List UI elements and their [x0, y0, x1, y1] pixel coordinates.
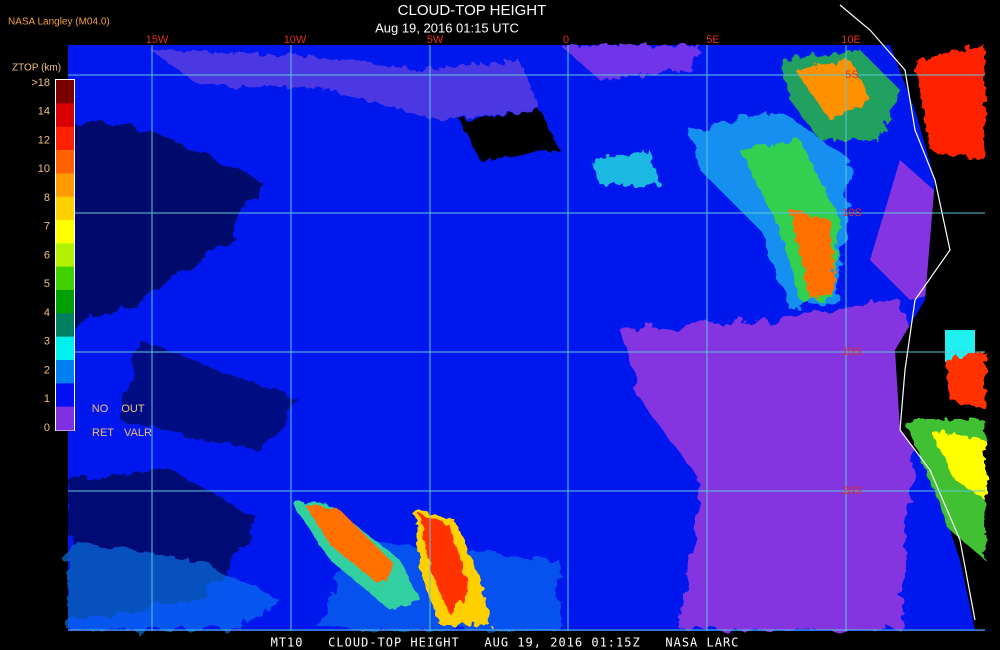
legend-label: 1: [44, 393, 50, 405]
footer: MT10 CLOUD-TOP HEIGHT AUG 19, 2016 01:15…: [271, 636, 740, 650]
legend-label: 14: [38, 106, 50, 118]
legend-swatch: [56, 220, 74, 244]
legend-title: ZTOP (km): [12, 63, 61, 74]
latitude-label: 10S: [842, 207, 862, 219]
legend-swatch: [56, 243, 74, 268]
legend-label: 10: [38, 163, 50, 175]
graticule: [68, 45, 985, 631]
legend-label: >18: [31, 77, 50, 89]
latitude-label: 15S: [842, 346, 862, 358]
source: NASA Langley (M04.0): [8, 17, 110, 28]
legend-swatch: [56, 266, 74, 291]
legend-swatch: [56, 313, 74, 338]
legend-label: 7: [44, 221, 50, 233]
legend-note: OUT: [121, 403, 145, 415]
longitude-label: 10W: [284, 34, 307, 46]
legend-swatch: [56, 103, 74, 128]
legend-label: 12: [38, 134, 50, 146]
labels: CLOUD-TOP HEIGHT Aug 19, 2016 01:15 UTC …: [8, 2, 740, 650]
legend-swatch: [56, 80, 74, 104]
longitude-label: 0: [563, 34, 569, 46]
legend-label: 2: [44, 364, 50, 376]
legend-label: 3: [44, 336, 50, 348]
subtitle: Aug 19, 2016 01:15 UTC: [375, 20, 519, 35]
legend-note: NO: [92, 403, 109, 415]
legend-swatch: [56, 173, 74, 198]
legend-note: VALR: [124, 427, 152, 439]
latitude-label: 5S: [845, 69, 858, 81]
longitude-label: 5E: [706, 34, 719, 46]
legend-label: 4: [44, 307, 50, 319]
map-field: [68, 4, 985, 631]
legend-swatch: [56, 290, 74, 314]
legend-label: 8: [44, 192, 50, 204]
legend-swatch: [56, 126, 74, 151]
legend-label: 6: [44, 249, 50, 261]
latitude-label: 20S: [842, 485, 862, 497]
legend-swatch: [56, 196, 74, 221]
legend-swatch: [56, 383, 74, 408]
legend-label: 5: [44, 278, 50, 290]
title: CLOUD-TOP HEIGHT: [398, 2, 547, 19]
legend-swatch: [56, 150, 74, 174]
longitude-label: 5W: [427, 34, 444, 46]
longitude-label: 10E: [841, 34, 861, 46]
legend-note: RET: [92, 427, 114, 439]
legend-swatch: [56, 406, 74, 431]
longitude-label: 15W: [146, 34, 169, 46]
legend-swatch: [56, 360, 74, 384]
legend-label: 0: [44, 422, 50, 434]
legend-swatch: [56, 336, 74, 361]
